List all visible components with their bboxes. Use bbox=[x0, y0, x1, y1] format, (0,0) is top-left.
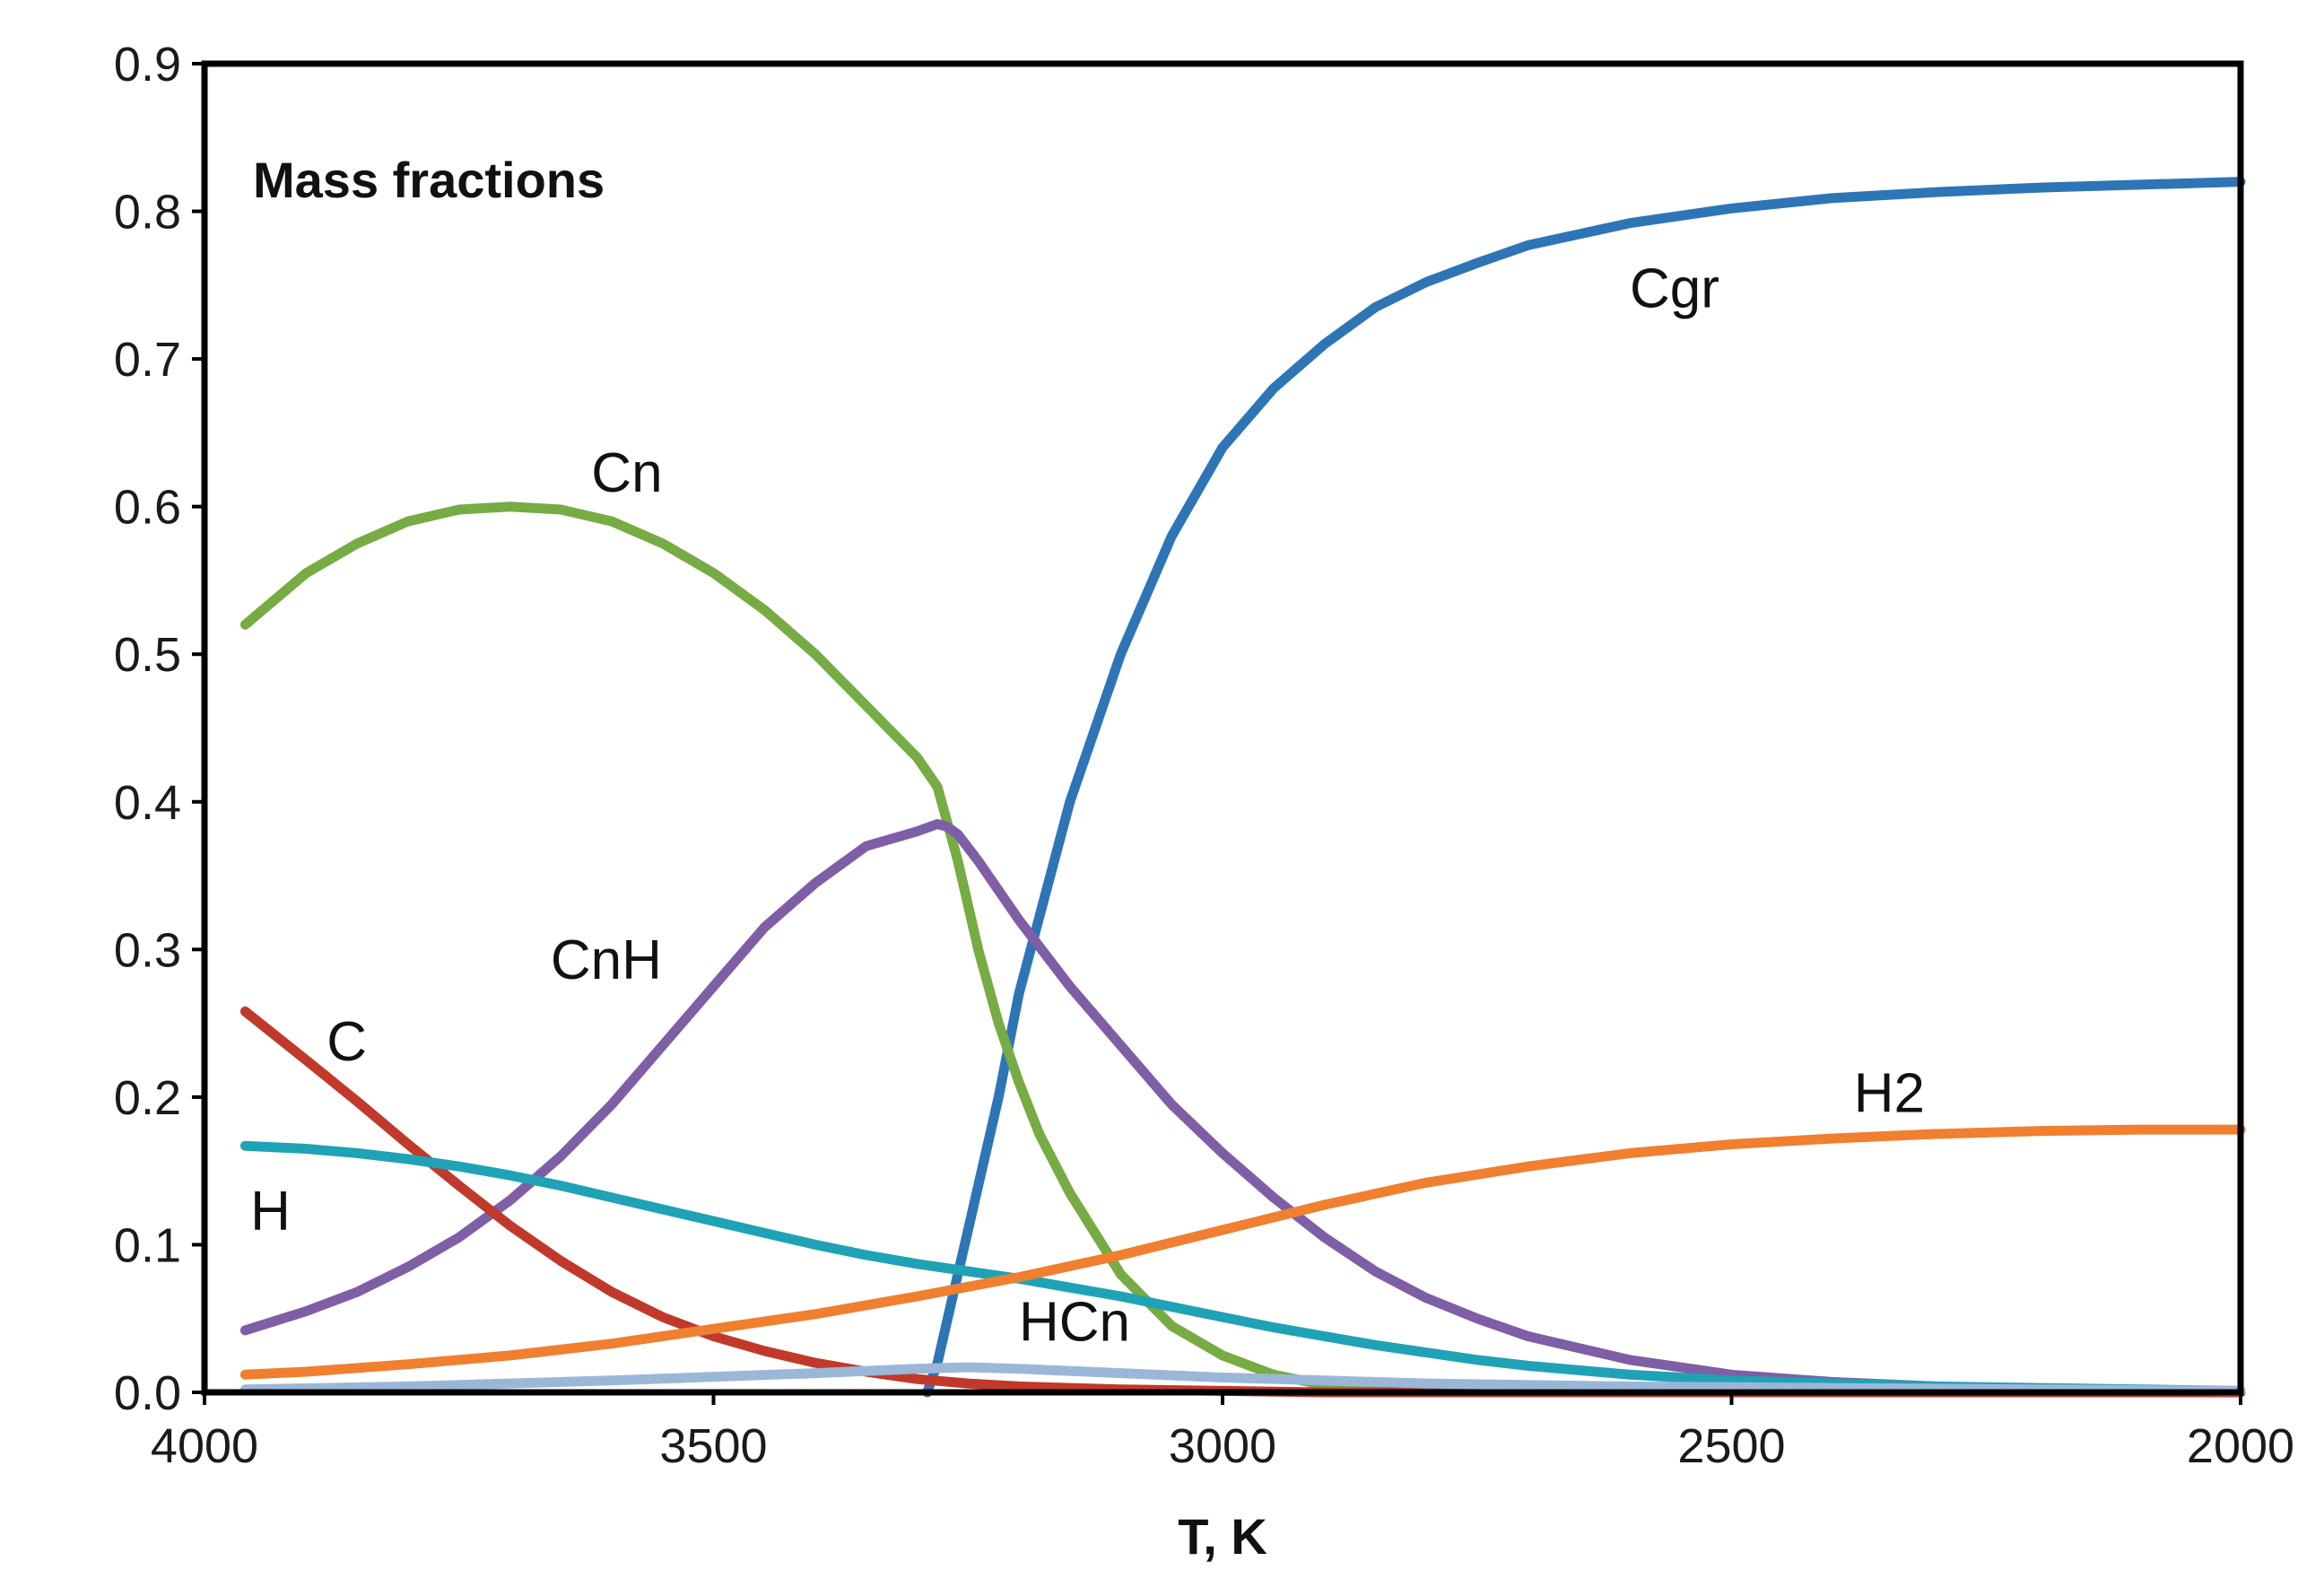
series-line-hcn bbox=[239, 1362, 2246, 1396]
series-label-h: H bbox=[250, 1181, 291, 1243]
series-label-hcn: HCn bbox=[1019, 1291, 1130, 1353]
x-tick-label: 2500 bbox=[1677, 1419, 1785, 1473]
series-line-cn bbox=[239, 501, 2246, 1398]
x-tick-label: 3500 bbox=[659, 1419, 767, 1473]
y-tick-label: 0.8 bbox=[114, 186, 181, 240]
series-label-c: C bbox=[326, 1011, 367, 1073]
series-line-c bbox=[239, 1006, 2246, 1398]
y-tick-label: 0.9 bbox=[114, 38, 181, 92]
plot-frame bbox=[201, 60, 2244, 1396]
y-tick-label: 0.5 bbox=[114, 628, 181, 682]
x-axis-title: T, K bbox=[1178, 1508, 1267, 1565]
series-layer bbox=[239, 177, 2246, 1398]
axes-layer: 0.0 0.1 0.2 0.3 0.4 0.5 0.6 0.7 0.8 0.9 4000 3500 30… bbox=[114, 38, 2294, 1473]
y-tick-label: 0.2 bbox=[114, 1071, 181, 1125]
series-label-cgr: Cgr bbox=[1630, 258, 1719, 320]
series-label-cnh: CnH bbox=[551, 929, 662, 991]
y-tick-label: 0.0 bbox=[114, 1366, 181, 1420]
series-line-cnh bbox=[239, 819, 2246, 1398]
y-tick-label: 0.4 bbox=[114, 776, 181, 830]
series-line-h2 bbox=[239, 1124, 2246, 1380]
series-line-h bbox=[239, 1140, 2246, 1396]
chart-title: Mass fractions bbox=[253, 152, 605, 208]
y-tick-label: 0.1 bbox=[114, 1218, 181, 1272]
x-tick-label: 4000 bbox=[151, 1419, 258, 1473]
y-tick-label: 0.7 bbox=[114, 333, 181, 387]
y-tick-label: 0.3 bbox=[114, 923, 181, 977]
x-tick-label: 3000 bbox=[1169, 1419, 1276, 1473]
series-label-h2: H2 bbox=[1854, 1062, 1925, 1124]
series-line-cgr bbox=[922, 177, 2246, 1398]
x-tick-label: 2000 bbox=[2187, 1419, 2294, 1473]
series-label-cn: Cn bbox=[591, 442, 662, 504]
label-layer: Cgr Cn CnH C H H2 HCn bbox=[250, 258, 1925, 1354]
y-tick-label: 0.6 bbox=[114, 481, 181, 535]
